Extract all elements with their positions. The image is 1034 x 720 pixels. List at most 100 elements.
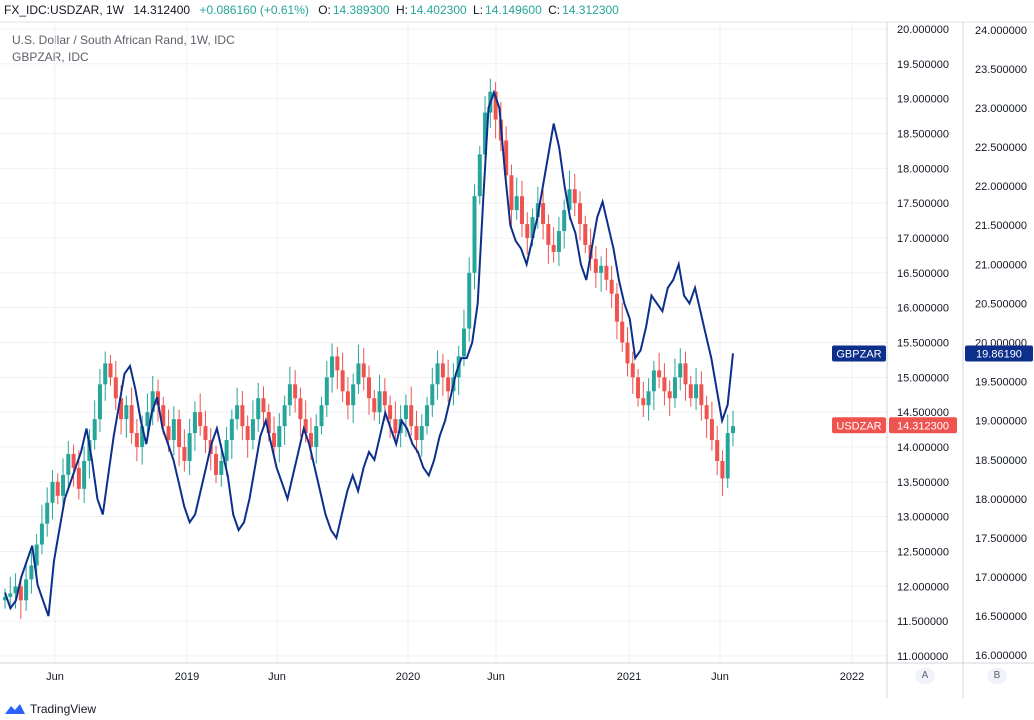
candle <box>419 414 424 457</box>
candle <box>240 391 245 441</box>
candle <box>525 212 530 255</box>
candle <box>203 410 208 454</box>
scale-a-button[interactable]: A <box>915 668 935 684</box>
candle <box>113 360 118 411</box>
price-chart[interactable]: 11.000000 11.500000 12.000000 12.500000 13.0… <box>0 0 1034 698</box>
brand-name: TradingView <box>30 702 97 716</box>
candle <box>13 573 18 609</box>
last-value-label: 19.86190 <box>965 345 1033 362</box>
x-axis-tick: 2019 <box>175 671 199 683</box>
candle <box>103 351 108 401</box>
candle <box>562 199 567 249</box>
candle <box>430 367 435 418</box>
candle <box>250 400 255 450</box>
candle <box>356 344 361 394</box>
right-axis-tick: 22.500000 <box>975 142 1027 154</box>
candle <box>599 256 604 292</box>
low-value: 14.149600 <box>485 3 542 17</box>
candle <box>8 576 13 609</box>
candle <box>388 395 393 438</box>
candle <box>324 360 329 418</box>
footer: TradingView <box>0 698 1034 720</box>
candle <box>509 164 514 228</box>
right-axis-tick: 22.000000 <box>975 181 1027 193</box>
candle <box>277 413 282 463</box>
x-axis-tick: 2021 <box>617 671 641 683</box>
candle <box>171 406 176 456</box>
candle <box>214 445 219 484</box>
candle <box>657 352 662 389</box>
main-series-legend[interactable]: U.S. Dollar / South African Rand, 1W, ID… <box>12 33 235 47</box>
right-axis-tick: 21.000000 <box>975 259 1027 271</box>
candle <box>646 378 651 421</box>
x-axis-tick: Jun <box>46 671 64 683</box>
scale-b-button[interactable]: B <box>987 668 1007 684</box>
candle <box>709 401 714 451</box>
left-axis-tick: 16.000000 <box>897 303 949 315</box>
candle <box>50 470 55 520</box>
candle <box>519 180 524 238</box>
candle <box>335 346 340 390</box>
candle <box>24 561 29 611</box>
x-axis-tick: Jun <box>487 671 505 683</box>
candle <box>541 190 546 240</box>
right-axis-tick: 17.500000 <box>975 533 1027 545</box>
candle <box>609 265 614 308</box>
candle <box>367 365 371 415</box>
tradingview-logo[interactable]: TradingView <box>4 702 96 716</box>
candle <box>493 82 498 139</box>
candle <box>440 353 445 397</box>
candle <box>150 375 155 426</box>
price-change: +0.086160 (+0.61%) <box>199 3 309 17</box>
candle <box>3 588 7 609</box>
left-axis-tick: 11.500000 <box>897 616 948 628</box>
candle <box>688 375 693 407</box>
candle <box>630 351 635 394</box>
candle <box>731 410 735 447</box>
candle <box>229 409 234 459</box>
candle <box>177 409 182 466</box>
left-axis-tick: 18.500000 <box>897 128 949 140</box>
candle <box>614 283 619 340</box>
right-axis-tick: 20.500000 <box>975 298 1027 310</box>
candle <box>514 177 519 220</box>
right-axis-tick: 18.500000 <box>975 455 1027 467</box>
symbol-label[interactable]: FX_IDC:USDZAR, 1W <box>4 3 125 17</box>
candle <box>662 363 667 406</box>
left-axis-tick: 19.000000 <box>897 94 949 106</box>
candle <box>720 450 725 497</box>
candle <box>108 355 113 386</box>
tradingview-icon <box>5 704 25 714</box>
candle <box>124 395 129 438</box>
candle <box>61 458 66 508</box>
candle <box>71 444 76 487</box>
open-value: 14.389300 <box>332 3 390 17</box>
candle <box>29 551 34 594</box>
close-label: C: <box>548 3 561 17</box>
candle <box>66 440 71 491</box>
candle <box>578 191 583 241</box>
close-value: 14.312300 <box>562 3 619 17</box>
candle <box>572 173 577 217</box>
candle <box>393 401 398 444</box>
candle <box>92 400 97 450</box>
candle <box>551 227 556 263</box>
compare-series-legend[interactable]: GBPZAR, IDC <box>12 50 89 64</box>
left-axis-tick: 15.500000 <box>897 338 949 350</box>
right-axis-tick: 16.500000 <box>975 611 1027 623</box>
candle <box>55 473 60 505</box>
right-axis-tick: 23.000000 <box>975 103 1027 115</box>
candle <box>45 487 50 537</box>
candle <box>667 380 672 416</box>
series-name-label: GBPZAR <box>832 345 886 362</box>
candle <box>409 386 414 436</box>
left-axis-tick: 16.500000 <box>897 268 949 280</box>
low-label: L: <box>473 3 484 17</box>
candle <box>435 350 440 400</box>
header-bar: FX_IDC:USDZAR, 1W 14.312400 +0.086160 (+… <box>0 0 1034 20</box>
candle <box>245 415 250 458</box>
left-axis-tick: 13.500000 <box>897 477 949 489</box>
left-axis-tick: 11.000000 <box>897 651 948 663</box>
candle <box>683 351 688 401</box>
svg-text:GBPZAR: GBPZAR <box>836 348 881 360</box>
